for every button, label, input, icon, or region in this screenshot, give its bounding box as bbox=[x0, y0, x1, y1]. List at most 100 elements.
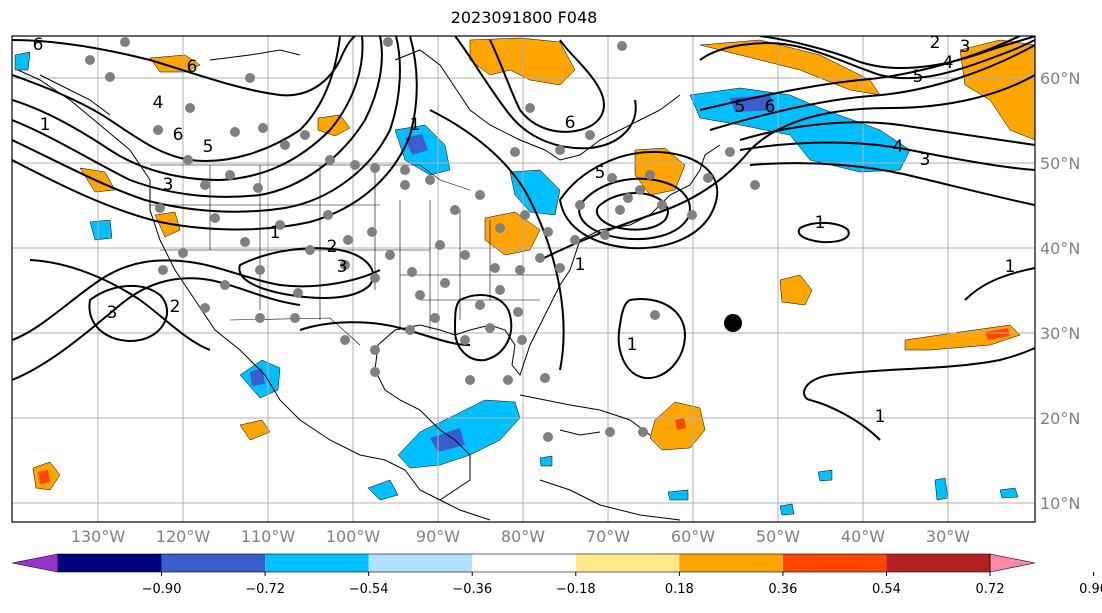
positive-strong-area bbox=[675, 418, 686, 430]
contour-label: 1 bbox=[410, 115, 421, 135]
contour-label: 2 bbox=[170, 297, 181, 317]
contour-label: 5 bbox=[913, 67, 924, 87]
negative-strong-area bbox=[405, 134, 428, 155]
contour-label: 3 bbox=[960, 37, 971, 57]
colorbar-tick-label: 0.18 bbox=[665, 582, 694, 597]
colorbar-outline bbox=[57, 553, 991, 573]
contour-label: 1 bbox=[575, 255, 586, 275]
colorbar-segment bbox=[782, 554, 887, 572]
negative-strong-area bbox=[430, 428, 465, 452]
colorbar-tick-label: 0.36 bbox=[768, 582, 797, 597]
contour-labels: 1 1 1 1 1 1 1 1 2 2 2 3 3 3 3 3 4 4 4 5 … bbox=[33, 33, 1016, 427]
colorbar-extend-high bbox=[989, 553, 1036, 573]
contour-label: 2 bbox=[327, 237, 338, 257]
contour-label: 6 bbox=[187, 57, 198, 77]
lon-label: 30°W bbox=[926, 527, 970, 546]
colorbar: −0.90 −0.72 −0.54 −0.36 −0.18 0.18 0.36 0.54 0.7… bbox=[11, 553, 1102, 597]
colorbar-segment bbox=[886, 554, 990, 572]
colorbar-tick-label: 0.90 bbox=[1079, 582, 1102, 597]
colorbar-segment bbox=[472, 554, 576, 572]
negative-area bbox=[817, 469, 833, 482]
contour-label: 6 bbox=[173, 125, 184, 145]
contour-label: 3 bbox=[337, 257, 348, 277]
negative-area bbox=[89, 219, 113, 241]
contour-label: 4 bbox=[893, 137, 904, 157]
colorbar-tick-label: 0.54 bbox=[872, 582, 901, 597]
colorbar-segment bbox=[161, 554, 266, 572]
positive-area bbox=[154, 211, 181, 238]
colorbar-tick-label: −0.90 bbox=[142, 582, 182, 597]
colorbar-segment bbox=[575, 554, 680, 572]
lon-label: 130°W bbox=[71, 527, 126, 546]
latitude-labels: 60°N 50°N 40°N 30°N 20°N 10°N bbox=[1040, 69, 1080, 513]
contour-label: 1 bbox=[875, 407, 886, 427]
negative-area bbox=[367, 479, 399, 501]
contour-label: 6 bbox=[565, 113, 576, 133]
contour-label: 6 bbox=[765, 97, 776, 117]
lon-label: 120°W bbox=[156, 527, 211, 546]
colorbar-extend-low bbox=[11, 553, 59, 573]
negative-strong-area bbox=[730, 95, 775, 112]
lat-label: 40°N bbox=[1040, 239, 1080, 258]
contour-label: 1 bbox=[1005, 257, 1016, 277]
colorbar-segment bbox=[58, 554, 162, 572]
lon-label: 90°W bbox=[416, 527, 460, 546]
lon-label: 80°W bbox=[501, 527, 545, 546]
colorbar-tick-label: −0.18 bbox=[556, 582, 596, 597]
map-title: 2023091800 F048 bbox=[450, 8, 598, 27]
positive-area bbox=[149, 54, 201, 73]
lat-label: 20°N bbox=[1040, 409, 1080, 428]
lat-label: 50°N bbox=[1040, 154, 1080, 173]
negative-strong-area bbox=[250, 368, 265, 386]
contour-lines bbox=[12, 36, 1035, 441]
positive-area bbox=[779, 274, 813, 306]
contour-label: 3 bbox=[920, 150, 931, 170]
positive-strong-area bbox=[38, 470, 50, 484]
colorbar-tick-label: −0.54 bbox=[349, 582, 389, 597]
storm-marker bbox=[724, 314, 742, 332]
station-dots bbox=[85, 37, 760, 442]
negative-area bbox=[14, 51, 31, 71]
contour-label: 5 bbox=[595, 163, 606, 183]
lon-label: 100°W bbox=[326, 527, 381, 546]
negative-area bbox=[539, 455, 553, 467]
colorbar-segment bbox=[368, 554, 473, 572]
lon-label: 70°W bbox=[586, 527, 630, 546]
longitude-labels: 130°W 120°W 110°W 100°W 90°W 80°W 70°W 6… bbox=[71, 527, 970, 546]
anomaly-shading bbox=[14, 37, 1035, 516]
political-borders bbox=[150, 164, 560, 346]
negative-area bbox=[667, 489, 689, 501]
lat-label: 10°N bbox=[1040, 494, 1080, 513]
positive-area bbox=[959, 39, 1035, 141]
lon-label: 60°W bbox=[671, 527, 715, 546]
lon-label: 110°W bbox=[241, 527, 296, 546]
positive-area bbox=[239, 419, 271, 441]
colorbar-segment bbox=[679, 554, 783, 572]
lat-label: 30°N bbox=[1040, 324, 1080, 343]
lon-label: 50°W bbox=[756, 527, 800, 546]
negative-area bbox=[779, 503, 795, 516]
contour-label: 5 bbox=[203, 137, 214, 157]
contour-label: 3 bbox=[107, 303, 118, 323]
negative-area bbox=[999, 487, 1019, 499]
lat-label: 60°N bbox=[1040, 69, 1080, 88]
positive-area bbox=[634, 147, 686, 196]
contour-label: 4 bbox=[943, 53, 954, 73]
contour-label: 1 bbox=[627, 335, 638, 355]
colorbar-tick-label: 0.72 bbox=[976, 582, 1005, 597]
contour-label: 1 bbox=[270, 223, 281, 243]
lon-label: 40°W bbox=[841, 527, 885, 546]
coastlines bbox=[17, 49, 721, 521]
colorbar-tick-label: −0.72 bbox=[245, 582, 285, 597]
map-border bbox=[11, 35, 1036, 523]
positive-area bbox=[484, 211, 541, 256]
contour-label: 6 bbox=[33, 35, 44, 55]
contour-label: 3 bbox=[163, 175, 174, 195]
contour-label: 1 bbox=[40, 115, 51, 135]
contour-label: 4 bbox=[153, 93, 164, 113]
colorbar-tick-label: −0.36 bbox=[452, 582, 492, 597]
colorbar-segment bbox=[265, 554, 369, 572]
positive-strong-area bbox=[985, 328, 1010, 340]
contour-label: 2 bbox=[930, 33, 941, 53]
